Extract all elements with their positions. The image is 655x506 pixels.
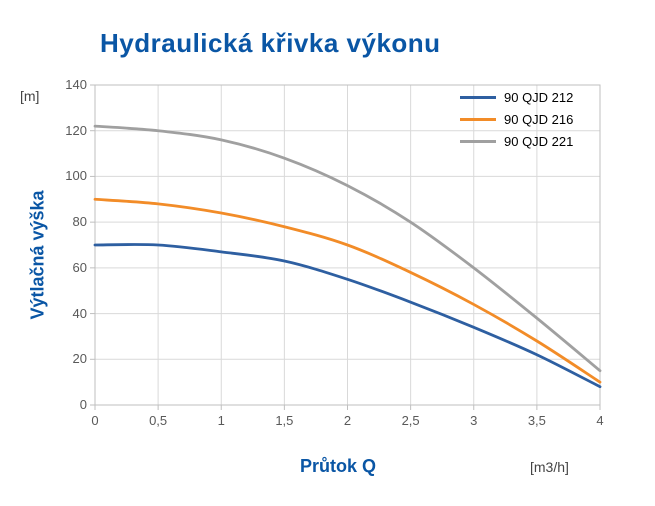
x-tick-label: 1,5 [274,413,294,428]
x-tick-label: 4 [590,413,610,428]
y-tick-label: 40 [73,306,87,321]
legend-label: 90 QJD 221 [504,134,573,149]
y-tick-label: 100 [65,168,87,183]
x-tick-label: 0 [85,413,105,428]
y-tick-label: 120 [65,123,87,138]
legend-swatch [460,140,496,143]
legend-label: 90 QJD 212 [504,90,573,105]
legend-swatch [460,118,496,121]
y-tick-label: 0 [80,397,87,412]
y-tick-label: 60 [73,260,87,275]
x-tick-label: 3,5 [527,413,547,428]
y-tick-label: 80 [73,214,87,229]
x-tick-label: 1 [211,413,231,428]
x-tick-label: 3 [464,413,484,428]
x-tick-label: 2 [338,413,358,428]
legend-label: 90 QJD 216 [504,112,573,127]
x-tick-label: 0,5 [148,413,168,428]
x-tick-label: 2,5 [401,413,421,428]
chart [0,0,655,506]
y-tick-label: 140 [65,77,87,92]
legend-swatch [460,96,496,99]
y-tick-label: 20 [73,351,87,366]
